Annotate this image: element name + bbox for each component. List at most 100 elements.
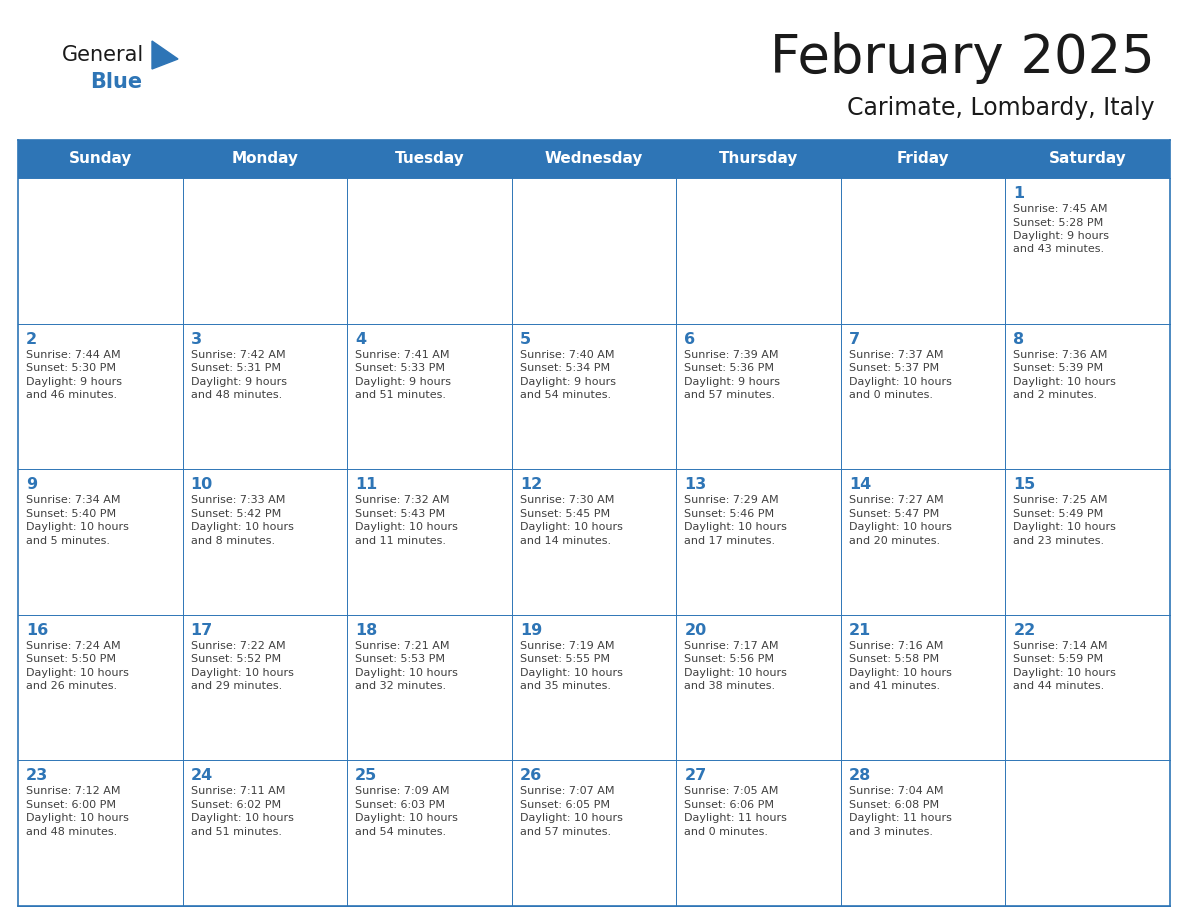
- Text: Daylight: 10 hours: Daylight: 10 hours: [355, 522, 459, 532]
- Text: General: General: [62, 45, 144, 65]
- Text: and 54 minutes.: and 54 minutes.: [519, 390, 611, 400]
- Text: Sunrise: 7:34 AM: Sunrise: 7:34 AM: [26, 495, 120, 505]
- Text: and 57 minutes.: and 57 minutes.: [519, 827, 611, 837]
- Bar: [347, 178, 512, 324]
- Bar: [18, 760, 183, 906]
- Text: Daylight: 10 hours: Daylight: 10 hours: [1013, 667, 1117, 677]
- Text: and 20 minutes.: and 20 minutes.: [849, 536, 940, 545]
- Text: Sunset: 5:50 PM: Sunset: 5:50 PM: [26, 655, 116, 665]
- Text: 16: 16: [26, 622, 49, 638]
- Text: 24: 24: [190, 768, 213, 783]
- Text: Sunrise: 7:21 AM: Sunrise: 7:21 AM: [355, 641, 449, 651]
- Text: Sunset: 5:43 PM: Sunset: 5:43 PM: [355, 509, 446, 519]
- Text: Sunset: 5:39 PM: Sunset: 5:39 PM: [1013, 364, 1104, 373]
- Text: Sunrise: 7:22 AM: Sunrise: 7:22 AM: [190, 641, 285, 651]
- Bar: [676, 469, 841, 615]
- Text: and 23 minutes.: and 23 minutes.: [1013, 536, 1105, 545]
- Bar: [512, 615, 676, 760]
- Text: Daylight: 10 hours: Daylight: 10 hours: [849, 376, 952, 386]
- Text: 9: 9: [26, 477, 37, 492]
- Text: and 54 minutes.: and 54 minutes.: [355, 827, 447, 837]
- Text: 28: 28: [849, 768, 871, 783]
- Bar: [512, 469, 676, 615]
- Text: Sunrise: 7:16 AM: Sunrise: 7:16 AM: [849, 641, 943, 651]
- Bar: [1005, 324, 1170, 469]
- Text: Daylight: 9 hours: Daylight: 9 hours: [355, 376, 451, 386]
- Text: 12: 12: [519, 477, 542, 492]
- Text: Sunrise: 7:19 AM: Sunrise: 7:19 AM: [519, 641, 614, 651]
- Text: 11: 11: [355, 477, 378, 492]
- Text: 1: 1: [1013, 186, 1024, 201]
- Bar: [347, 469, 512, 615]
- Bar: [1005, 469, 1170, 615]
- Bar: [18, 615, 183, 760]
- Text: Daylight: 10 hours: Daylight: 10 hours: [684, 667, 788, 677]
- Bar: [1005, 760, 1170, 906]
- Text: Sunset: 5:36 PM: Sunset: 5:36 PM: [684, 364, 775, 373]
- Text: 14: 14: [849, 477, 871, 492]
- Text: 23: 23: [26, 768, 49, 783]
- Text: Sunset: 5:59 PM: Sunset: 5:59 PM: [1013, 655, 1104, 665]
- Text: and 51 minutes.: and 51 minutes.: [355, 390, 447, 400]
- Text: Sunrise: 7:25 AM: Sunrise: 7:25 AM: [1013, 495, 1108, 505]
- Text: Sunrise: 7:07 AM: Sunrise: 7:07 AM: [519, 787, 614, 797]
- Text: Daylight: 10 hours: Daylight: 10 hours: [190, 667, 293, 677]
- Text: Sunset: 6:02 PM: Sunset: 6:02 PM: [190, 800, 280, 810]
- Text: Daylight: 9 hours: Daylight: 9 hours: [190, 376, 286, 386]
- Text: and 32 minutes.: and 32 minutes.: [355, 681, 447, 691]
- Bar: [18, 469, 183, 615]
- Text: Daylight: 10 hours: Daylight: 10 hours: [684, 522, 788, 532]
- Text: Sunset: 5:45 PM: Sunset: 5:45 PM: [519, 509, 609, 519]
- Text: Daylight: 10 hours: Daylight: 10 hours: [26, 667, 128, 677]
- Text: Daylight: 11 hours: Daylight: 11 hours: [849, 813, 952, 823]
- Bar: [18, 140, 1170, 178]
- Text: Sunset: 5:56 PM: Sunset: 5:56 PM: [684, 655, 775, 665]
- Text: and 43 minutes.: and 43 minutes.: [1013, 244, 1105, 254]
- Text: Tuesday: Tuesday: [394, 151, 465, 166]
- Bar: [841, 178, 1005, 324]
- Bar: [183, 469, 347, 615]
- Text: Daylight: 10 hours: Daylight: 10 hours: [849, 522, 952, 532]
- Text: 10: 10: [190, 477, 213, 492]
- Bar: [676, 760, 841, 906]
- Text: Sunrise: 7:32 AM: Sunrise: 7:32 AM: [355, 495, 449, 505]
- Text: 8: 8: [1013, 331, 1024, 347]
- Text: Sunset: 6:06 PM: Sunset: 6:06 PM: [684, 800, 775, 810]
- Text: Carimate, Lombardy, Italy: Carimate, Lombardy, Italy: [847, 96, 1155, 120]
- Text: and 17 minutes.: and 17 minutes.: [684, 536, 776, 545]
- Text: 5: 5: [519, 331, 531, 347]
- Bar: [347, 760, 512, 906]
- Text: Daylight: 10 hours: Daylight: 10 hours: [519, 522, 623, 532]
- Text: Sunrise: 7:41 AM: Sunrise: 7:41 AM: [355, 350, 449, 360]
- Text: Sunrise: 7:04 AM: Sunrise: 7:04 AM: [849, 787, 943, 797]
- Text: Daylight: 9 hours: Daylight: 9 hours: [26, 376, 122, 386]
- Text: Sunrise: 7:05 AM: Sunrise: 7:05 AM: [684, 787, 778, 797]
- Text: Friday: Friday: [897, 151, 949, 166]
- Text: Sunrise: 7:45 AM: Sunrise: 7:45 AM: [1013, 204, 1108, 214]
- Text: 22: 22: [1013, 622, 1036, 638]
- Text: Sunset: 5:55 PM: Sunset: 5:55 PM: [519, 655, 609, 665]
- Bar: [18, 178, 183, 324]
- Text: Sunset: 5:28 PM: Sunset: 5:28 PM: [1013, 218, 1104, 228]
- Text: Daylight: 10 hours: Daylight: 10 hours: [26, 813, 128, 823]
- Bar: [183, 178, 347, 324]
- Polygon shape: [152, 41, 178, 69]
- Bar: [841, 469, 1005, 615]
- Text: and 44 minutes.: and 44 minutes.: [1013, 681, 1105, 691]
- Bar: [347, 615, 512, 760]
- Text: Sunset: 5:42 PM: Sunset: 5:42 PM: [190, 509, 280, 519]
- Bar: [676, 324, 841, 469]
- Text: Sunrise: 7:27 AM: Sunrise: 7:27 AM: [849, 495, 943, 505]
- Text: Sunset: 5:37 PM: Sunset: 5:37 PM: [849, 364, 939, 373]
- Text: Daylight: 10 hours: Daylight: 10 hours: [355, 813, 459, 823]
- Bar: [347, 324, 512, 469]
- Bar: [841, 615, 1005, 760]
- Bar: [18, 324, 183, 469]
- Text: and 35 minutes.: and 35 minutes.: [519, 681, 611, 691]
- Text: 15: 15: [1013, 477, 1036, 492]
- Text: Sunset: 5:52 PM: Sunset: 5:52 PM: [190, 655, 280, 665]
- Text: 25: 25: [355, 768, 378, 783]
- Text: 7: 7: [849, 331, 860, 347]
- Text: and 57 minutes.: and 57 minutes.: [684, 390, 776, 400]
- Text: Sunset: 5:53 PM: Sunset: 5:53 PM: [355, 655, 446, 665]
